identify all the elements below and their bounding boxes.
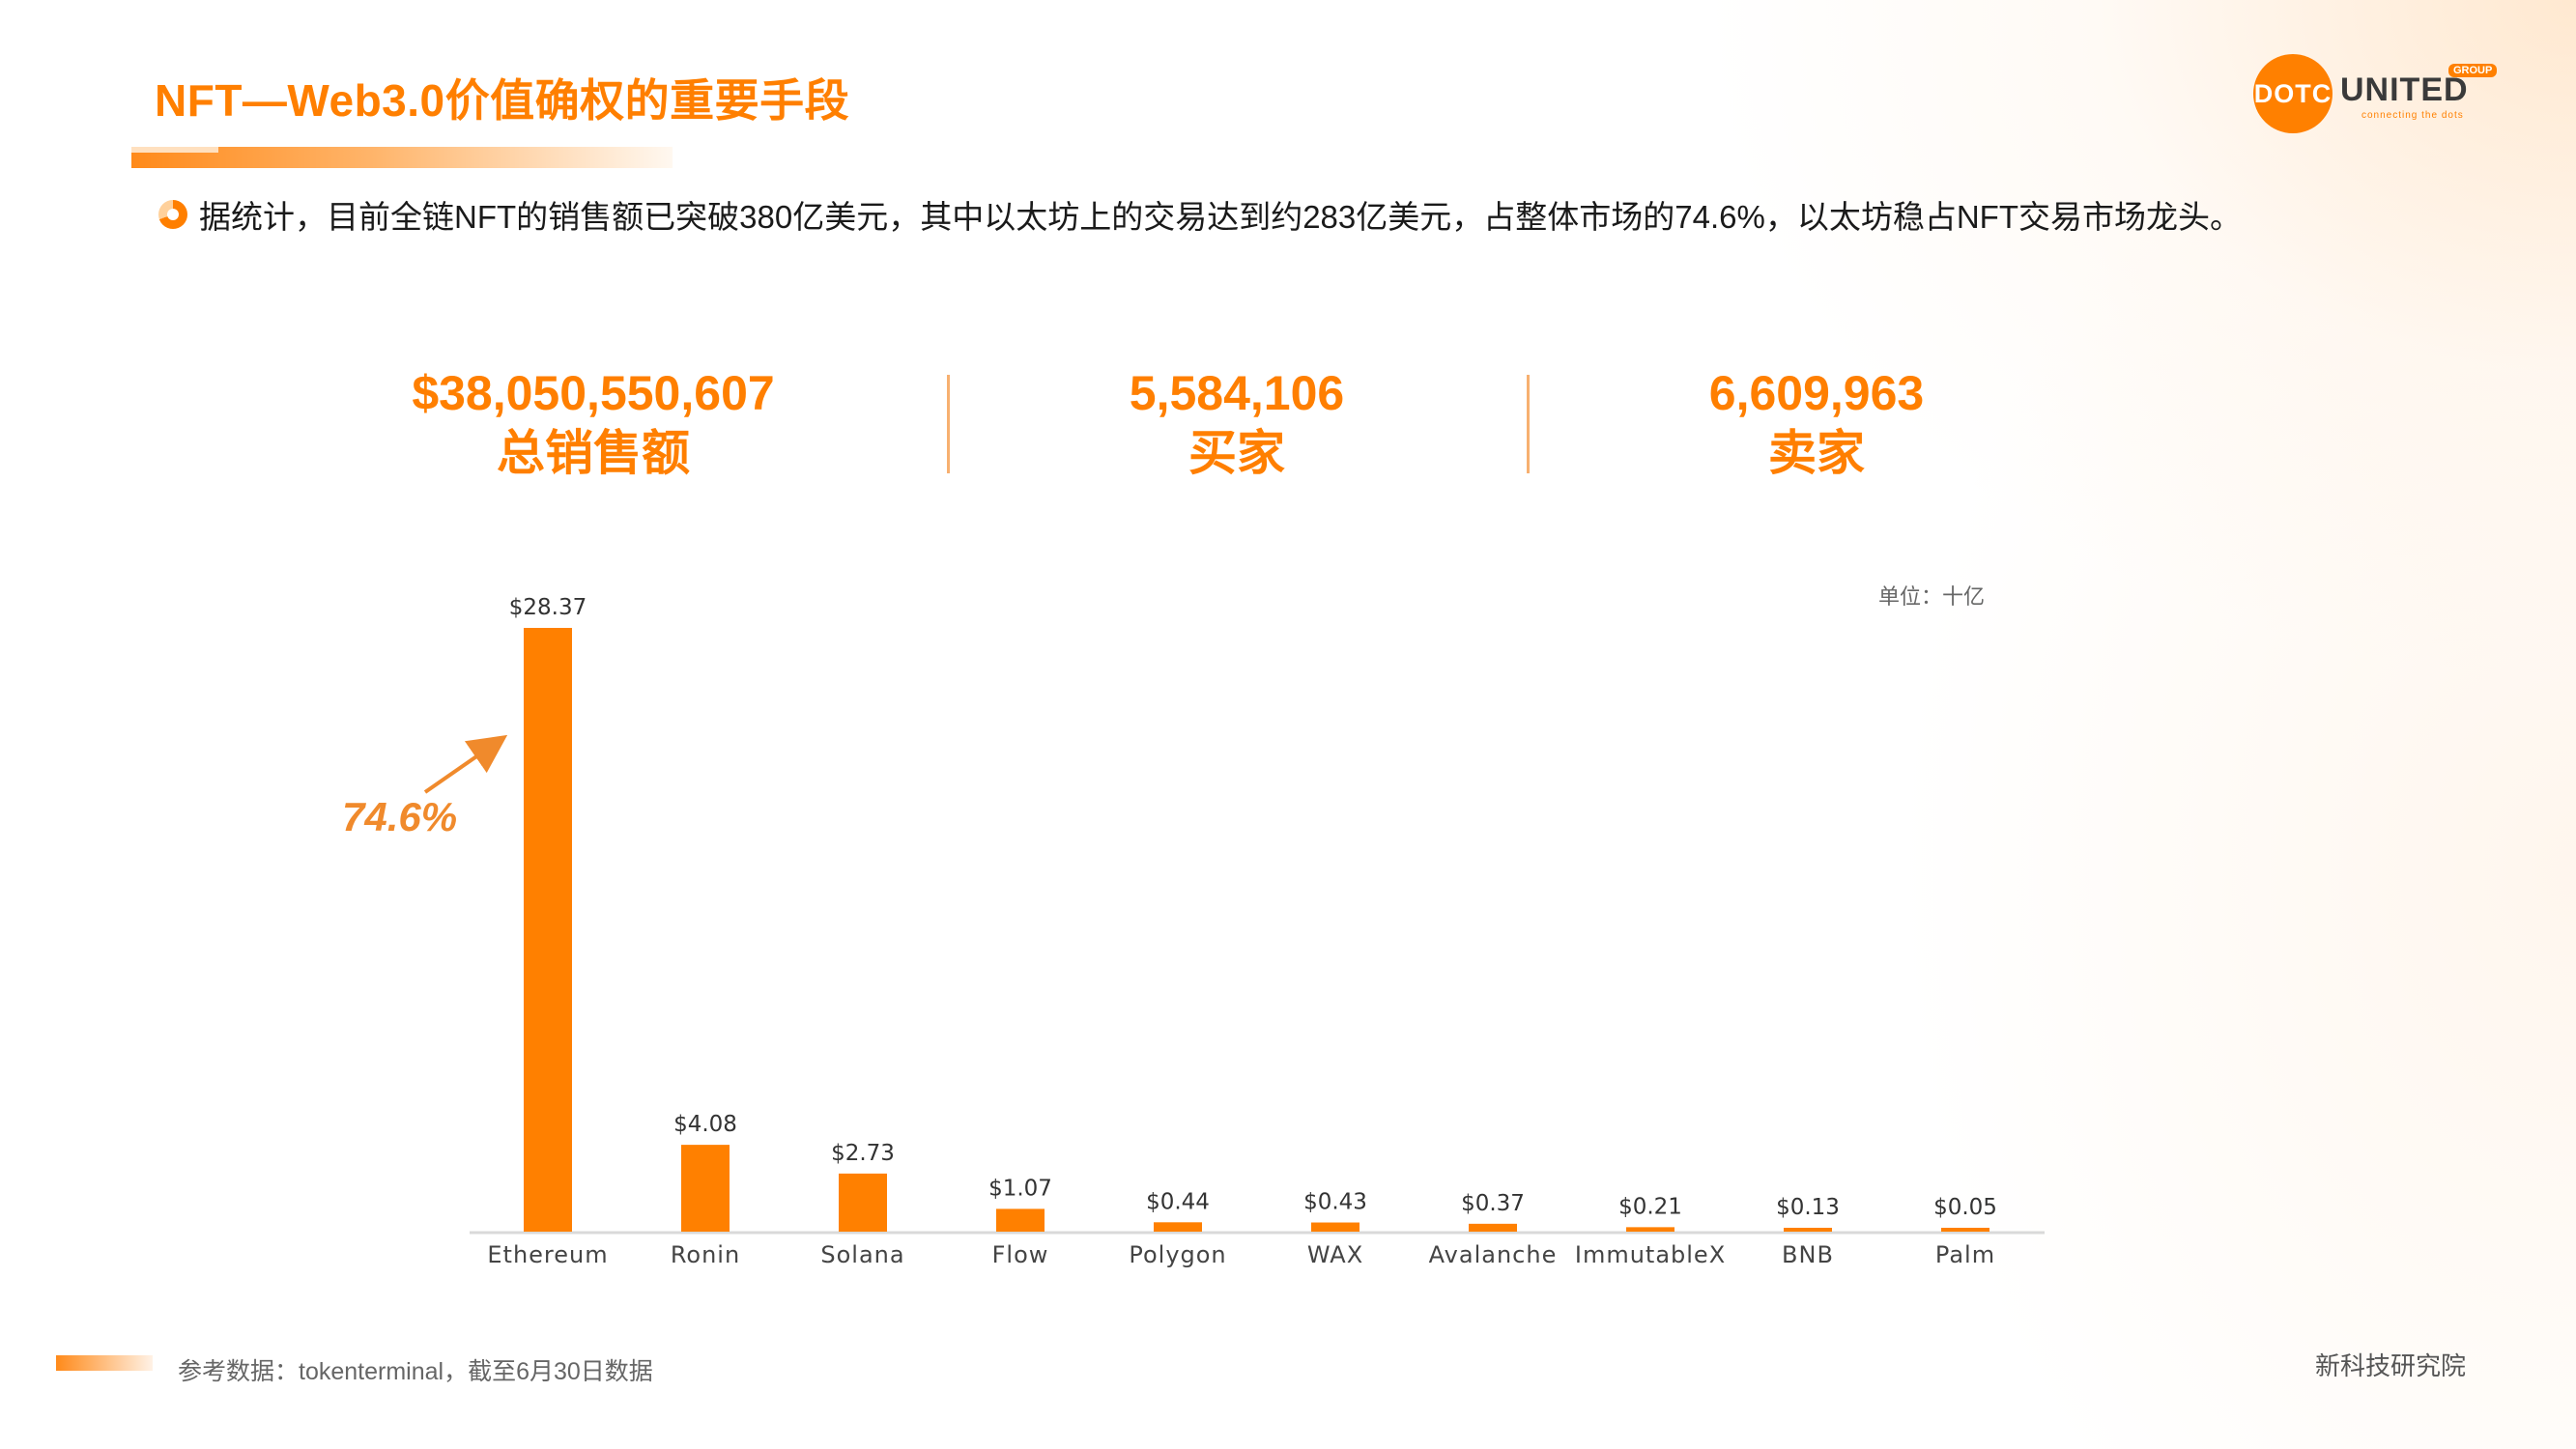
stat-sellers: 6,609,963 卖家 [1565, 363, 2068, 483]
title-underline [131, 147, 673, 168]
x-tick-label: Palm [1935, 1241, 1995, 1268]
data-label: $28.37 [509, 595, 587, 620]
data-label: $0.43 [1303, 1190, 1367, 1215]
data-label: $0.13 [1776, 1195, 1840, 1220]
bar-bnb [1784, 1228, 1832, 1232]
bar-immutablex [1626, 1227, 1674, 1232]
x-tick-label: Polygon [1129, 1241, 1226, 1268]
stat-label: 总销售额 [497, 426, 690, 480]
stat-value: 5,584,106 [1129, 366, 1345, 420]
data-label: $2.73 [831, 1141, 895, 1166]
source-note: 参考数据：tokenterminal，截至6月30日数据 [178, 1358, 653, 1385]
x-tick-label: Avalanche [1429, 1241, 1558, 1268]
bar-avalanche [1469, 1223, 1517, 1232]
data-label: $0.37 [1461, 1191, 1525, 1216]
data-label: $0.21 [1618, 1194, 1682, 1219]
bar-palm [1941, 1228, 1989, 1232]
x-tick-label: Ronin [671, 1241, 740, 1268]
annotation-arrow [423, 734, 508, 794]
intro-line: 据统计，目前全链NFT的销售额已突破380亿美元，其中以太坊上的交易达到约283… [158, 191, 2242, 238]
stat-label: 卖家 [1768, 426, 1865, 480]
data-label: $1.07 [988, 1176, 1052, 1201]
bar-ronin [681, 1145, 730, 1232]
bar-flow [996, 1208, 1045, 1232]
bar-solana [839, 1173, 887, 1232]
x-tick-label: ImmutableX [1575, 1241, 1726, 1268]
data-label: $0.05 [1933, 1195, 1997, 1220]
x-tick-label: Solana [820, 1241, 904, 1268]
stat-divider [947, 375, 950, 473]
bar-polygon [1154, 1222, 1202, 1232]
bar-ethereum [524, 628, 572, 1232]
chart-unit-label: 单位：十亿 [1878, 584, 1986, 609]
x-tick-label: WAX [1307, 1241, 1363, 1268]
stat-value: $38,050,550,607 [412, 366, 775, 420]
footnote-marker [56, 1355, 153, 1371]
title-underline-highlight [131, 147, 218, 153]
x-tick-label: Ethereum [487, 1241, 608, 1268]
bar-series: $28.37 Ethereum $4.08 Ronin $2.73 Solana $1.07… [487, 595, 1997, 1268]
stat-value: 6,609,963 [1708, 366, 1925, 420]
data-label: $0.44 [1146, 1189, 1210, 1214]
logo-badge: GROUP [2448, 64, 2498, 77]
stat-buyers: 5,584,106 买家 [986, 363, 1488, 483]
page-title: NFT—Web3.0价值确权的重要手段 [155, 75, 850, 126]
credit-text: 新科技研究院 [2315, 1351, 2467, 1380]
bullet-icon [158, 200, 187, 229]
x-tick-label: Flow [992, 1241, 1049, 1268]
logo-tagline: connecting the dots [2361, 110, 2464, 121]
x-tick-label: BNB [1782, 1241, 1834, 1268]
intro-text: 据统计，目前全链NFT的销售额已突破380亿美元，其中以太坊上的交易达到约283… [199, 199, 2242, 235]
logo-mark: DOTC [2253, 54, 2333, 133]
ethereum-share-annotation: 74.6% [342, 794, 458, 839]
data-label: $4.08 [673, 1112, 737, 1137]
stat-label: 买家 [1188, 426, 1285, 480]
bar-wax [1311, 1222, 1360, 1232]
stat-divider [1527, 375, 1530, 473]
stat-total-sales: $38,050,550,607 总销售额 [342, 363, 844, 483]
brand-logo: DOTC UNITED GROUP connecting the dots [2253, 50, 2498, 139]
logo-name: UNITED [2340, 71, 2469, 108]
